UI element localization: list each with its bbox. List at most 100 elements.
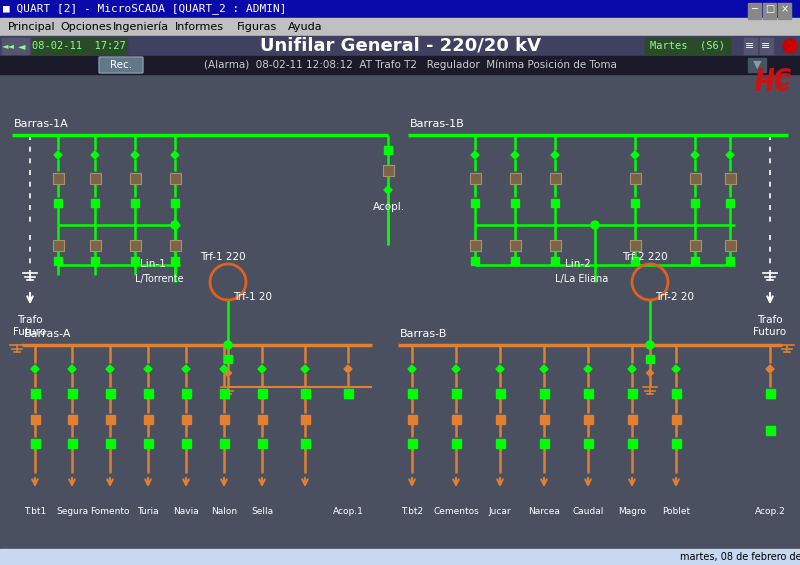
Bar: [583, 389, 593, 398]
Bar: [631, 257, 639, 265]
Bar: [106, 438, 114, 447]
Text: Rec.: Rec.: [110, 60, 132, 70]
Bar: [748, 58, 766, 72]
Bar: [143, 389, 153, 398]
Bar: [726, 199, 734, 207]
Text: Narcea: Narcea: [528, 507, 560, 516]
Bar: [258, 415, 266, 424]
Bar: [630, 240, 641, 250]
Text: Fomento: Fomento: [90, 507, 130, 516]
Bar: [748, 3, 761, 19]
Bar: [583, 438, 593, 447]
Polygon shape: [31, 365, 39, 373]
Bar: [182, 438, 190, 447]
Bar: [690, 172, 701, 184]
Bar: [671, 438, 681, 447]
Bar: [0, 549, 800, 565]
Text: Informes: Informes: [175, 22, 224, 32]
Bar: [539, 415, 549, 424]
Text: ◄: ◄: [18, 41, 26, 51]
Text: Barras-1B: Barras-1B: [410, 119, 465, 129]
Bar: [510, 172, 521, 184]
Bar: [0, 36, 800, 56]
Bar: [725, 240, 735, 250]
Polygon shape: [471, 151, 479, 159]
Text: ─: ─: [751, 4, 758, 14]
Polygon shape: [496, 365, 504, 373]
Text: □: □: [765, 4, 774, 14]
Text: Martes  (S6): Martes (S6): [650, 41, 725, 51]
Bar: [744, 38, 757, 54]
Text: Turia: Turia: [137, 507, 159, 516]
Text: Figuras: Figuras: [237, 22, 278, 32]
Bar: [539, 438, 549, 447]
Bar: [131, 257, 139, 265]
Text: Barras-1A: Barras-1A: [14, 119, 69, 129]
Bar: [691, 257, 699, 265]
Bar: [407, 389, 417, 398]
Bar: [690, 240, 701, 250]
Bar: [258, 389, 266, 398]
Text: Trf-2 20: Trf-2 20: [655, 292, 694, 302]
Bar: [301, 415, 310, 424]
Bar: [143, 415, 153, 424]
Bar: [471, 257, 479, 265]
Bar: [131, 199, 139, 207]
Text: Sella: Sella: [251, 507, 273, 516]
Bar: [32, 38, 127, 54]
Bar: [30, 438, 39, 447]
Polygon shape: [68, 365, 76, 373]
Polygon shape: [301, 365, 309, 373]
Bar: [551, 257, 559, 265]
Text: Principal: Principal: [8, 22, 56, 32]
Polygon shape: [144, 365, 152, 373]
Bar: [539, 389, 549, 398]
Bar: [67, 389, 77, 398]
Polygon shape: [131, 151, 139, 159]
Bar: [91, 257, 99, 265]
Circle shape: [171, 221, 179, 229]
Polygon shape: [766, 365, 774, 373]
Polygon shape: [691, 151, 699, 159]
Bar: [495, 438, 505, 447]
Bar: [627, 415, 637, 424]
Bar: [470, 240, 481, 250]
Text: ■ QUART [2] - MicroSCADA [QUART_2 : ADMIN]: ■ QUART [2] - MicroSCADA [QUART_2 : ADMI…: [3, 3, 286, 15]
Bar: [495, 389, 505, 398]
Bar: [583, 415, 593, 424]
Polygon shape: [106, 365, 114, 373]
Bar: [343, 389, 353, 398]
Bar: [760, 38, 773, 54]
Bar: [0, 18, 800, 36]
Polygon shape: [628, 365, 636, 373]
Text: T.bt2: T.bt2: [401, 507, 423, 516]
Polygon shape: [540, 365, 548, 373]
Bar: [691, 199, 699, 207]
Bar: [91, 199, 99, 207]
Polygon shape: [258, 365, 266, 373]
Bar: [171, 199, 179, 207]
Bar: [471, 199, 479, 207]
Text: Cementos: Cementos: [433, 507, 479, 516]
Text: Unifilar General - 220/20 kV: Unifilar General - 220/20 kV: [259, 37, 541, 55]
Polygon shape: [54, 151, 62, 159]
Bar: [766, 425, 774, 434]
Bar: [630, 172, 641, 184]
Bar: [182, 389, 190, 398]
Bar: [182, 415, 190, 424]
Text: HC: HC: [754, 72, 791, 96]
Text: Trafo: Trafo: [757, 315, 783, 325]
Text: Magro: Magro: [618, 507, 646, 516]
Polygon shape: [171, 151, 179, 159]
Text: HC: HC: [754, 67, 791, 91]
Text: ×: ×: [781, 4, 789, 14]
Bar: [143, 438, 153, 447]
Text: Ayuda: Ayuda: [288, 22, 322, 32]
Polygon shape: [344, 365, 352, 373]
Text: T.bt1: T.bt1: [24, 507, 46, 516]
Text: ▼: ▼: [753, 60, 762, 70]
Text: Segura: Segura: [56, 507, 88, 516]
Bar: [171, 257, 179, 265]
Bar: [219, 438, 229, 447]
Text: Futuro: Futuro: [14, 327, 46, 337]
